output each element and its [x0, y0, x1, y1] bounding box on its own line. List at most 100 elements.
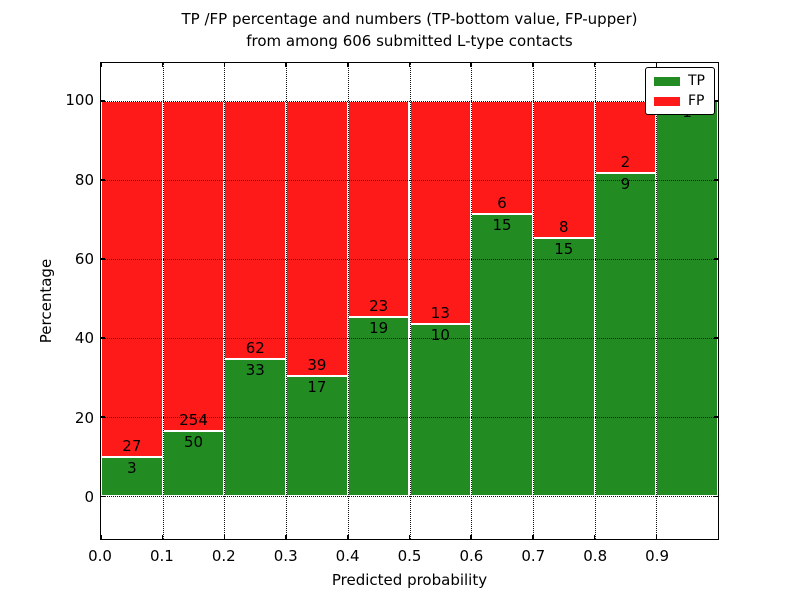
- fp-count-label: 62: [245, 338, 265, 357]
- bar-segment-fp: [286, 100, 348, 377]
- x-axis-label: Predicted probability: [331, 571, 488, 589]
- fp-count-label: 23: [369, 297, 389, 316]
- y-tick-mark: [101, 495, 105, 498]
- x-tick-mark: [285, 63, 287, 67]
- grid-line-vertical: [532, 63, 534, 539]
- x-tick-label: 0.7: [521, 547, 546, 565]
- grid-line-vertical: [224, 63, 226, 539]
- y-tick-mark: [101, 337, 105, 339]
- tp-count-label: 3: [127, 458, 137, 477]
- y-tick-mark: [714, 416, 718, 418]
- y-tick-mark: [101, 416, 105, 418]
- x-tick-mark: [408, 63, 411, 67]
- y-tick-mark: [101, 258, 105, 260]
- tp-count-label: 19: [369, 319, 389, 338]
- x-tick-mark: [470, 535, 472, 539]
- x-tick-mark: [100, 63, 102, 67]
- grid-line-horizontal: [101, 338, 718, 340]
- bar-segment-fp: [347, 100, 410, 318]
- legend-swatch-tp-icon: [654, 76, 680, 86]
- chart-title: TP /FP percentage and numbers (TP-bottom…: [100, 8, 719, 52]
- plot-area: 273254506233391723191310615815291 TP FP: [100, 62, 719, 540]
- tp-count-label: 9: [620, 174, 631, 193]
- bar-segment-fp: [471, 100, 533, 214]
- x-tick-label: 0.4: [335, 547, 360, 565]
- x-tick-label: 0.3: [273, 547, 298, 565]
- fp-count-label: 27: [122, 436, 142, 455]
- x-tick-label: 0.5: [397, 547, 422, 565]
- bar-segment-fp: [224, 100, 287, 359]
- grid-line-vertical: [656, 63, 658, 539]
- grid-line-vertical: [286, 63, 288, 539]
- fp-count-label: 39: [307, 356, 327, 375]
- y-tick-mark: [101, 179, 105, 181]
- chart-title-line1: TP /FP percentage and numbers (TP-bottom…: [181, 10, 638, 28]
- legend: TP FP: [645, 67, 715, 115]
- y-tick-label: 0: [84, 488, 94, 507]
- x-tick-mark: [347, 63, 349, 67]
- x-tick-label: 0.1: [149, 547, 174, 565]
- bar-segment-tp: [656, 100, 718, 497]
- x-tick-mark: [285, 535, 287, 539]
- tp-count-label: 15: [554, 240, 574, 259]
- y-tick-mark: [714, 100, 718, 102]
- x-tick-mark: [593, 63, 596, 67]
- y-tick-label: 20: [74, 408, 94, 427]
- y-tick-mark: [714, 179, 718, 181]
- x-tick-mark: [223, 535, 226, 539]
- grid-line-horizontal: [101, 417, 718, 419]
- y-tick-label: 40: [74, 329, 94, 348]
- y-tick-label: 60: [74, 249, 94, 268]
- bars-layer: [101, 63, 718, 539]
- grid-line-vertical: [409, 63, 411, 539]
- tp-count-label: 10: [430, 326, 450, 345]
- x-tick-mark: [532, 535, 534, 539]
- gridlines-layer: [101, 63, 718, 539]
- fp-count-label: 2: [620, 152, 631, 171]
- fp-count-label: 254: [179, 411, 208, 430]
- grid-line-horizontal: [101, 259, 718, 261]
- y-tick-label: 100: [65, 91, 94, 110]
- grid-line-horizontal: [101, 496, 718, 498]
- grid-line-horizontal: [101, 180, 718, 182]
- fp-count-label: 6: [497, 193, 507, 212]
- legend-item-tp: TP: [654, 74, 705, 88]
- bar-segment-fp: [101, 100, 163, 457]
- bar-segment-tp: [594, 172, 657, 497]
- x-tick-labels: 0.0 0.1 0.2 0.3 0.4 0.5 0.6 0.7 0.8 0.9: [88, 547, 719, 567]
- tickmarks-layer: [100, 63, 718, 539]
- bar-segment-fp: [162, 100, 225, 432]
- tp-count-label: 15: [492, 215, 512, 234]
- x-tick-mark: [470, 63, 472, 67]
- x-tick-label: 0.0: [88, 547, 112, 565]
- x-tick-mark: [655, 535, 658, 539]
- legend-label-fp: FP: [688, 93, 705, 109]
- x-tick-label: 0.9: [645, 547, 670, 565]
- grid-line-vertical: [471, 63, 473, 539]
- y-tick-mark: [714, 337, 718, 339]
- fp-count-label: 8: [558, 218, 569, 237]
- x-tick-mark: [223, 63, 226, 67]
- bar-segment-tp: [409, 324, 472, 497]
- x-tick-mark: [347, 535, 349, 539]
- tp-count-label: 50: [184, 433, 204, 452]
- grid-line-vertical: [347, 63, 349, 539]
- bar-segment-tp: [101, 456, 163, 497]
- tp-count-label: 33: [245, 360, 265, 379]
- y-tick-label: 80: [74, 170, 94, 189]
- y-tick-mark: [714, 495, 718, 498]
- x-tick-mark: [408, 535, 411, 539]
- legend-label-tp: TP: [688, 73, 705, 89]
- y-tick-mark: [714, 258, 718, 260]
- y-tick-labels: 0 20 40 60 80 100: [54, 62, 94, 540]
- grid-line-horizontal: [101, 100, 718, 102]
- x-tick-mark: [100, 535, 102, 539]
- bar-segment-fp: [409, 100, 472, 325]
- fp-count-label: 13: [430, 304, 450, 323]
- x-tick-mark: [532, 63, 534, 67]
- x-tick-mark: [161, 63, 164, 67]
- x-tick-label: 0.2: [211, 547, 236, 565]
- tp-count-label: 17: [307, 378, 327, 397]
- grid-line-vertical: [162, 63, 164, 539]
